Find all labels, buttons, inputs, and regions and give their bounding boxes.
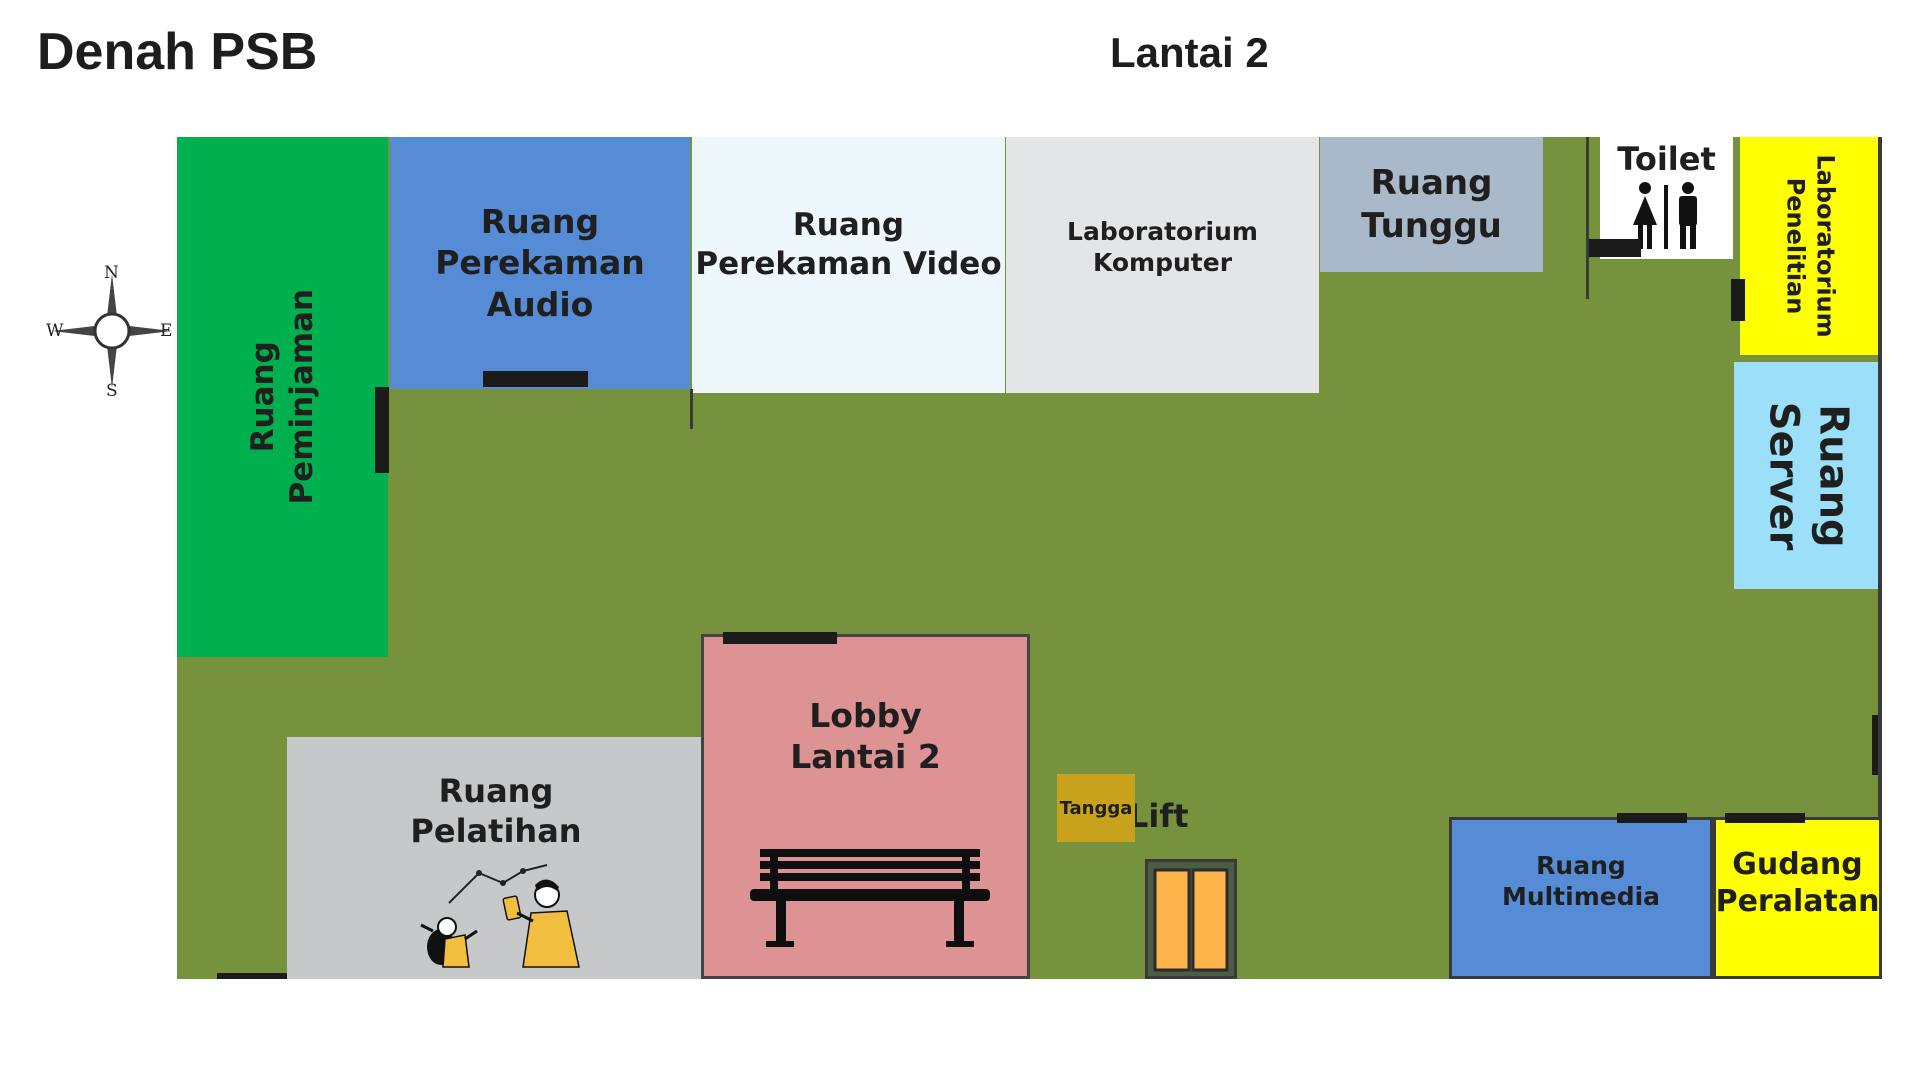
room-lobby-label: Lobby Lantai 2 — [790, 696, 941, 777]
room-gudang-label: Gudang Peralatan — [1715, 846, 1880, 920]
lift-label: Lift — [1128, 797, 1189, 835]
room-ruang-tunggu-label: Ruang Tunggu — [1361, 163, 1502, 246]
room-toilet[interactable]: Toilet — [1600, 137, 1733, 259]
room-lab-komputer-label: Laboratorium Komputer — [1067, 216, 1258, 277]
room-perekaman-video[interactable]: Ruang Perekaman Video — [692, 137, 1005, 393]
door-peminjaman[interactable] — [375, 387, 389, 473]
room-peminjaman-label: Ruang Peminjaman — [244, 289, 320, 505]
floor-plan: Ruang Peminjaman Ruang Perekaman Audio R… — [177, 137, 1882, 979]
door-right-side[interactable] — [1872, 715, 1882, 775]
room-lab-penelitian-label: Laboratorium Penelitian — [1782, 154, 1840, 338]
bench-icon — [750, 849, 990, 947]
compass-north: N — [104, 263, 119, 283]
room-perekaman-video-label: Ruang Perekaman Video — [695, 207, 1002, 282]
room-lab-penelitian[interactable]: Laboratorium Penelitian — [1740, 137, 1882, 355]
compass-rose: N S W E — [44, 263, 184, 401]
floor-title: Lantai 2 — [1110, 29, 1269, 76]
wall-stub-video — [690, 389, 693, 429]
door-perekaman-audio[interactable] — [483, 371, 588, 387]
room-gudang[interactable]: Gudang Peralatan — [1713, 817, 1882, 979]
room-lift[interactable] — [1145, 859, 1237, 979]
compass-east: E — [160, 321, 173, 341]
wall-stub-server — [1878, 137, 1882, 817]
compass-south: S — [106, 381, 118, 401]
room-pelatihan[interactable]: Ruang Pelatihan — [287, 737, 705, 979]
room-peminjaman[interactable]: Ruang Peminjaman — [177, 137, 388, 657]
compass-west: W — [46, 321, 64, 341]
door-multimedia[interactable] — [1617, 813, 1687, 823]
room-server-label: Ruang Server — [1760, 401, 1856, 550]
room-lab-komputer[interactable]: Laboratorium Komputer — [1006, 137, 1319, 393]
room-tangga-label: Tangga — [1059, 797, 1133, 819]
room-ruang-tunggu[interactable]: Ruang Tunggu — [1320, 137, 1543, 272]
training-people-icon — [420, 864, 580, 968]
room-multimedia-label: Ruang Multimedia — [1501, 850, 1661, 911]
page-title: Denah PSB — [37, 23, 318, 81]
door-lab-penelitian[interactable] — [1731, 279, 1745, 321]
room-pelatihan-label: Ruang Pelatihan — [410, 772, 582, 850]
door-toilet[interactable] — [1589, 239, 1641, 257]
door-gudang[interactable] — [1725, 813, 1805, 823]
door-pelatihan[interactable] — [217, 973, 287, 979]
room-perekaman-audio[interactable]: Ruang Perekaman Audio — [390, 137, 690, 389]
room-tangga[interactable]: Tangga — [1057, 774, 1135, 842]
room-lobby[interactable]: Lobby Lantai 2 — [701, 634, 1030, 979]
room-toilet-label: Toilet — [1617, 140, 1716, 178]
room-server[interactable]: Ruang Server — [1734, 362, 1882, 589]
room-perekaman-audio-label: Ruang Perekaman Audio — [435, 202, 645, 324]
compass-rose-icon — [52, 274, 172, 388]
lift-door-icon — [1153, 868, 1229, 972]
door-lobby[interactable] — [723, 632, 837, 644]
room-multimedia[interactable]: Ruang Multimedia — [1449, 817, 1713, 979]
toilet-icon — [1632, 182, 1697, 249]
wall-stub-toilet — [1586, 137, 1589, 299]
